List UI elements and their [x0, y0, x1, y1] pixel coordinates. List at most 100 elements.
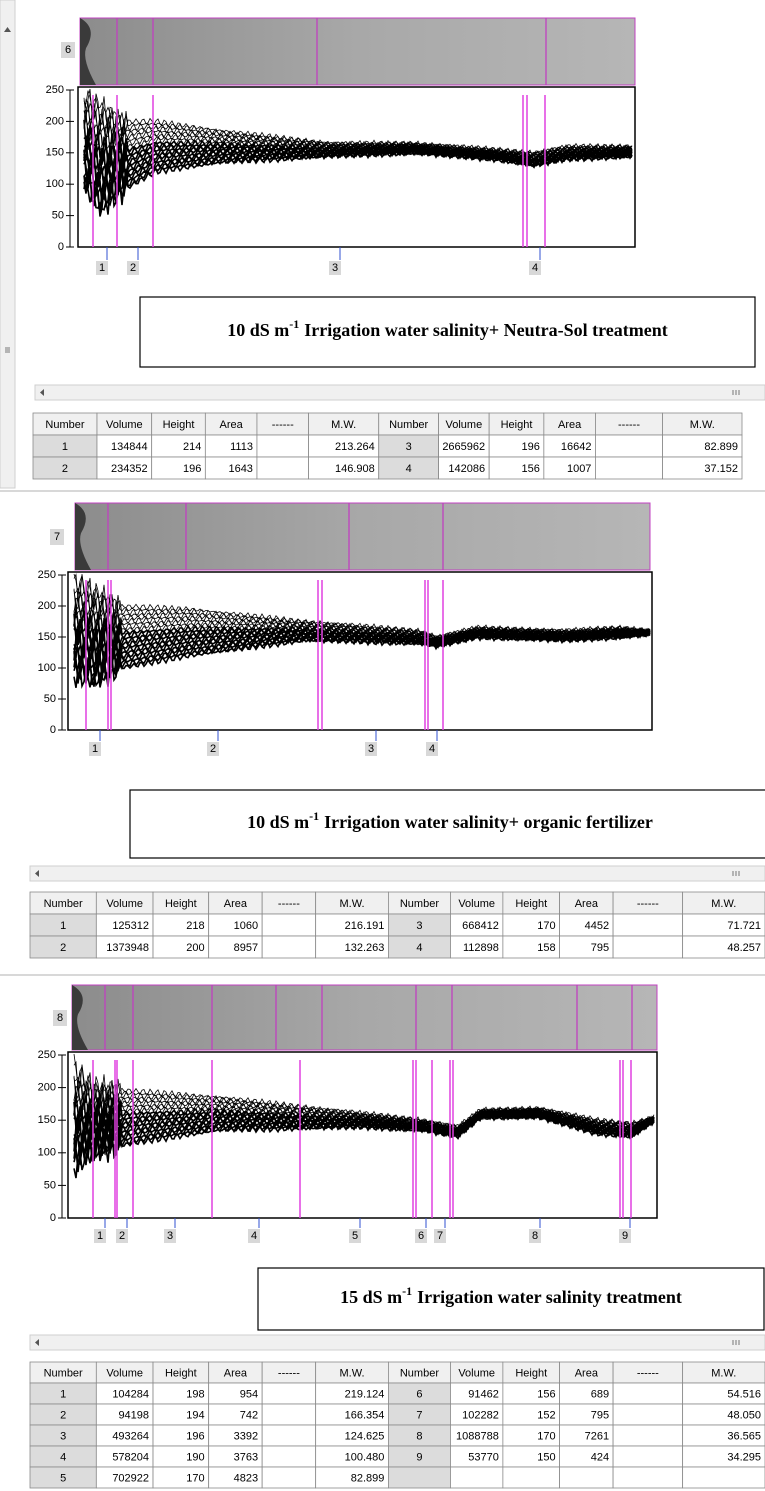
cell-value: 166.354: [345, 1409, 385, 1421]
band-label: 5: [352, 1230, 358, 1242]
table-cell: [612, 1466, 684, 1489]
lane-well: [75, 503, 91, 570]
cell-value: 102282: [462, 1409, 499, 1421]
table-cell: [261, 1382, 317, 1405]
vertical-scrollbar[interactable]: [0, 0, 16, 489]
cell-value: 2: [60, 1409, 66, 1421]
caption-box: [257, 1267, 765, 1331]
cell-value: 578204: [112, 1451, 149, 1463]
y-tick-label: 150: [46, 147, 64, 159]
y-tick-label: 250: [38, 569, 56, 581]
scroll-left-arrow[interactable]: [35, 870, 39, 877]
cell-value: 3392: [234, 1430, 258, 1442]
band-label: 3: [368, 743, 374, 755]
y-tick-label: 200: [38, 600, 56, 612]
cell-value: 196: [186, 1430, 204, 1442]
cell-value: 170: [186, 1472, 204, 1484]
band-label-box: [164, 1229, 176, 1243]
cell-value: 152: [537, 1409, 555, 1421]
column-header: Area: [558, 419, 582, 431]
column-header: Number: [45, 419, 84, 431]
lane-panel: 7 0 50 100 150 200 250 1 2 3 4 10 dS m-1 Irrigation …: [29, 502, 765, 959]
lane-image: [71, 984, 658, 1051]
column-header: Number: [400, 898, 439, 910]
cell-value: 48.257: [727, 942, 761, 954]
table-cell: [612, 1403, 684, 1426]
band-label: 1: [97, 1230, 103, 1242]
cell-value: 4823: [234, 1472, 258, 1484]
horizontal-scrollbar[interactable]: [29, 1334, 765, 1351]
trace-line: [73, 573, 651, 638]
cell-value: 34.295: [727, 1451, 761, 1463]
caption-box: [139, 296, 756, 368]
column-header: ------: [637, 898, 659, 910]
column-header: M.W.: [339, 898, 364, 910]
band-label-box: [529, 1229, 541, 1243]
cell-value: 48.050: [727, 1409, 761, 1421]
caption-text: Irrigation water salinity+ organic ferti…: [324, 812, 653, 832]
column-header: Height: [515, 898, 547, 910]
caption-text: 10 dS m: [247, 812, 309, 832]
column-header: Volume: [458, 898, 495, 910]
lane-image: [79, 17, 636, 86]
cell-value: 1060: [234, 920, 258, 932]
column-header: Height: [515, 1367, 547, 1379]
cell-value: 795: [591, 942, 609, 954]
cell-value: 156: [537, 1388, 555, 1400]
lane-well: [72, 985, 88, 1050]
band-label-box: [127, 261, 139, 275]
column-header: ------: [637, 1367, 659, 1379]
cell-value: 132.263: [345, 942, 385, 954]
y-tick-label: 150: [38, 1114, 56, 1126]
cell-value: 668412: [462, 920, 499, 932]
caption: 10 dS m-1 Irrigation water salinity+ orga…: [247, 809, 653, 832]
cell-value: 4452: [585, 920, 609, 932]
cell-value: 216.191: [345, 920, 385, 932]
cell-value: 6: [416, 1388, 422, 1400]
cell-value: 7: [416, 1409, 422, 1421]
lane-number-box: [53, 1010, 67, 1026]
cell-value: 689: [591, 1388, 609, 1400]
column-header: Volume: [458, 1367, 495, 1379]
cell-value: 1088788: [456, 1430, 499, 1442]
scroll-up-arrow[interactable]: [4, 27, 11, 32]
cell-value: 82.899: [351, 1472, 385, 1484]
table-cell: [612, 913, 684, 937]
scroll-left-arrow[interactable]: [40, 389, 44, 396]
scroll-grip: [5, 347, 10, 353]
cell-value: 37.152: [704, 463, 738, 475]
cell-value: 124.625: [345, 1430, 385, 1442]
band-label-box: [529, 261, 541, 275]
column-header: ------: [278, 898, 300, 910]
cell-value: 53770: [468, 1451, 499, 1463]
horizontal-scrollbar[interactable]: [34, 384, 765, 401]
cell-value: 82.899: [704, 441, 738, 453]
cell-value: 7261: [585, 1430, 609, 1442]
cell-value: 702922: [112, 1472, 149, 1484]
band-label: 2: [130, 262, 136, 274]
column-header: Area: [575, 1367, 599, 1379]
cell-value: 190: [186, 1451, 204, 1463]
caption-box: [129, 789, 765, 859]
cell-value: 4: [406, 463, 412, 475]
table-cell: [612, 935, 684, 959]
scroll-left-arrow[interactable]: [35, 1339, 39, 1346]
band-label-box: [96, 261, 108, 275]
column-header: Area: [224, 1367, 248, 1379]
lane-panel: 6 0 50 100 150 200 250 1 2 3 4 10 dS m-1 Irrigation …: [32, 17, 765, 480]
y-tick-label: 50: [44, 1179, 56, 1191]
trace-line: [83, 125, 633, 159]
cell-value: 104284: [112, 1388, 149, 1400]
cell-value: 100.480: [345, 1451, 385, 1463]
table-cell: [612, 1445, 684, 1468]
y-tick-label: 250: [38, 1049, 56, 1061]
column-header: Height: [165, 898, 197, 910]
cell-value: 198: [186, 1388, 204, 1400]
cell-value: 4: [60, 1451, 66, 1463]
column-header: Height: [163, 419, 195, 431]
horizontal-scrollbar[interactable]: [29, 865, 765, 882]
cell-value: 200: [186, 942, 204, 954]
cell-value: 3: [406, 441, 412, 453]
cell-value: 4: [416, 942, 422, 954]
cell-value: 2665962: [442, 441, 485, 453]
